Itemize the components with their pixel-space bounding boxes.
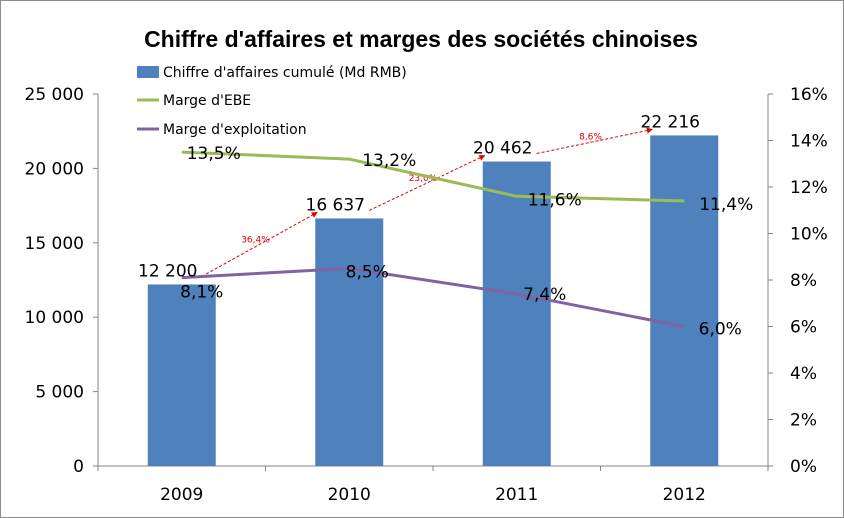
ebe-value-label: 11,6% [528, 190, 582, 210]
bar [650, 135, 719, 467]
exploitation-value-label: 7,4% [523, 285, 566, 305]
bar-value-label: 12 200 [138, 261, 197, 281]
y-right-tick-label: 16% [790, 85, 828, 105]
x-tick-label: 2009 [160, 485, 203, 505]
growth-label: 8,6% [579, 132, 602, 142]
y-left-tick-label: 15 000 [25, 234, 84, 254]
chart-title: Chiffre d'affaires et marges des société… [144, 26, 698, 52]
y-right-tick-label: 2% [790, 411, 817, 431]
exploitation-value-label: 8,1% [180, 283, 223, 303]
growth-label: 36,4% [241, 235, 270, 245]
bar [315, 218, 384, 466]
bar-value-label: 20 462 [473, 139, 532, 159]
y-right-tick-label: 8% [790, 271, 817, 291]
x-tick-label: 2010 [328, 485, 371, 505]
y-left-tick-label: 20 000 [25, 159, 84, 179]
y-right-tick-label: 6% [790, 318, 817, 338]
y-right-tick-label: 12% [790, 178, 828, 198]
legend-label: Marge d'EBE [163, 93, 251, 109]
legend-label: Chiffre d'affaires cumulé (Md RMB) [163, 65, 407, 81]
series-line-exploitation [181, 266, 685, 328]
bar [147, 284, 216, 466]
bar [482, 161, 551, 466]
exploitation-value-label: 8,5% [346, 262, 389, 282]
y-right-tick-label: 4% [790, 364, 817, 384]
bar-value-label: 22 216 [641, 112, 700, 132]
ebe-value-label: 13,5% [187, 144, 241, 164]
growth-arrow [201, 212, 318, 277]
series-line-ebe [181, 150, 685, 203]
bar-value-label: 16 637 [306, 195, 365, 215]
growth-arrow [369, 155, 486, 211]
y-left-tick-label: 5 000 [35, 383, 84, 403]
y-right-tick-label: 14% [790, 132, 828, 152]
legend-swatch-bar [137, 66, 159, 78]
y-left-tick-label: 0 [73, 457, 84, 477]
y-right-tick-label: 10% [790, 225, 828, 245]
x-tick-label: 2012 [663, 485, 706, 505]
y-left-tick-label: 25 000 [25, 85, 84, 105]
growth-label: 23,0% [409, 174, 438, 184]
y-left-tick-label: 10 000 [25, 308, 84, 328]
y-right-tick-label: 0% [790, 457, 817, 477]
ebe-value-label: 13,2% [362, 151, 416, 171]
exploitation-value-label: 6,0% [699, 320, 742, 340]
legend-label: Marge d'exploitation [163, 122, 307, 138]
ebe-value-label: 11,4% [699, 195, 753, 215]
x-tick-label: 2011 [495, 485, 538, 505]
